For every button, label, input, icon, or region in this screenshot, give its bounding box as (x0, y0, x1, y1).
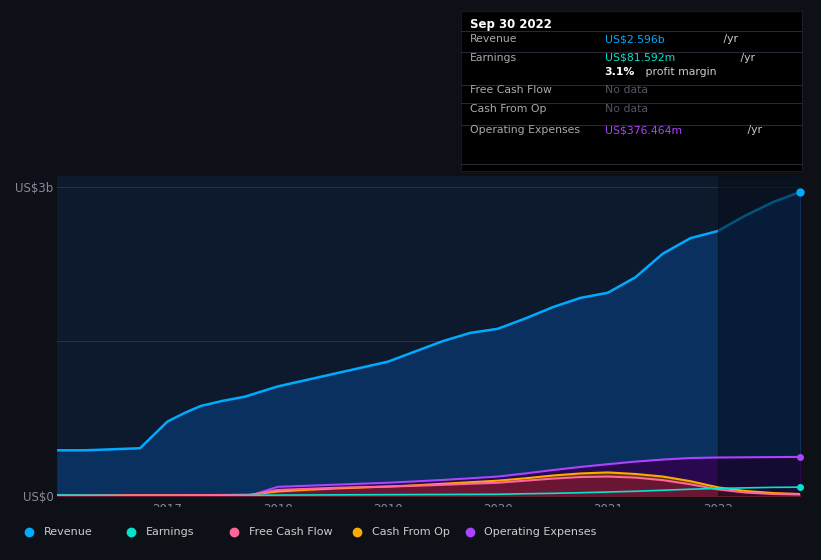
Text: Sep 30 2022: Sep 30 2022 (470, 17, 552, 31)
Text: US$376.464m: US$376.464m (604, 125, 681, 136)
Text: Operating Expenses: Operating Expenses (470, 125, 580, 136)
Text: US$2.596b: US$2.596b (604, 34, 664, 44)
Text: No data: No data (604, 86, 648, 95)
Text: Earnings: Earnings (470, 53, 517, 63)
Text: US$81.592m: US$81.592m (604, 53, 675, 63)
Text: 3.1%: 3.1% (604, 67, 635, 77)
Text: Revenue: Revenue (44, 528, 92, 538)
Text: Revenue: Revenue (470, 34, 517, 44)
Text: /yr: /yr (744, 125, 762, 136)
Text: Free Cash Flow: Free Cash Flow (249, 528, 333, 538)
Text: /yr: /yr (720, 34, 738, 44)
Text: Cash From Op: Cash From Op (372, 528, 450, 538)
Text: profit margin: profit margin (642, 67, 717, 77)
Text: Earnings: Earnings (146, 528, 195, 538)
Bar (718, 176, 800, 496)
Text: Cash From Op: Cash From Op (470, 104, 547, 114)
Text: Operating Expenses: Operating Expenses (484, 528, 597, 538)
Text: Free Cash Flow: Free Cash Flow (470, 86, 552, 95)
Text: No data: No data (604, 104, 648, 114)
Text: /yr: /yr (737, 53, 755, 63)
